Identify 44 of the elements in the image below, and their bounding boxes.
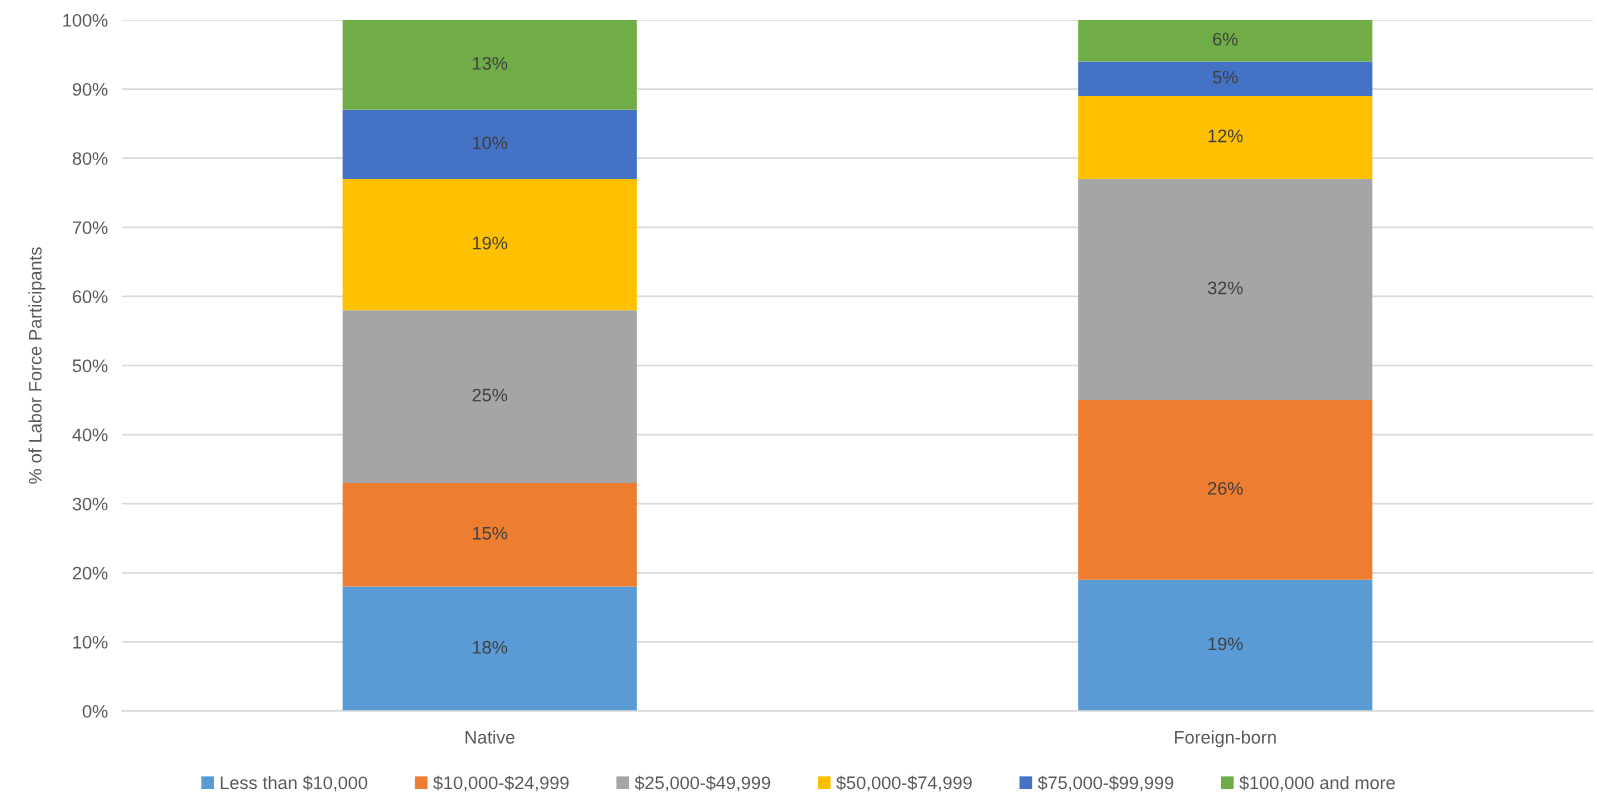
data-label: 10%	[473, 136, 508, 150]
bar	[1078, 178, 1373, 401]
legend-label: $10,000-$24,999	[433, 775, 569, 792]
data-label: 15%	[473, 526, 508, 540]
y-tick-label: 70%	[72, 221, 108, 235]
legend-label: $75,000-$99,999	[1037, 775, 1174, 792]
data-label: 6%	[1213, 32, 1238, 46]
y-tick-label: 30%	[72, 497, 108, 511]
y-tick-label: 0%	[82, 704, 108, 718]
bar	[1078, 61, 1373, 97]
y-tick-label: 90%	[72, 83, 108, 96]
data-label: 19%	[473, 236, 508, 250]
y-tick-label: 60%	[72, 290, 108, 304]
bar	[1078, 400, 1373, 580]
data-label: 5%	[1212, 70, 1238, 84]
bar	[1078, 579, 1373, 711]
bar	[342, 20, 637, 110]
data-label: 26%	[1208, 481, 1243, 495]
x-tick-label: Foreign-born	[1175, 730, 1276, 748]
data-label: 18%	[473, 640, 508, 654]
y-tick-label: 80%	[72, 152, 108, 165]
bar	[342, 482, 637, 587]
bar	[342, 109, 637, 179]
legend-label: Less than $10,000	[220, 775, 368, 792]
legend-label: $25,000-$49,999	[634, 775, 771, 792]
data-label: 32%	[1207, 281, 1243, 295]
bar	[1078, 20, 1373, 62]
y-tick-label: 100%	[63, 13, 108, 27]
legend-label: $50,000-$74,999	[836, 775, 972, 792]
bar	[342, 586, 637, 711]
x-tick-label: Native	[465, 730, 515, 744]
data-label: 25%	[472, 388, 508, 402]
legend-label: $100,000 and more	[1239, 775, 1395, 792]
data-label: 19%	[1208, 637, 1243, 651]
y-tick-label: 10%	[73, 635, 108, 649]
y-tick-label: 50%	[72, 359, 108, 373]
data-label: 13%	[473, 56, 508, 70]
bar	[1078, 96, 1373, 179]
bar	[342, 178, 637, 311]
bar	[342, 310, 637, 483]
y-axis-title: % of Labor Force Participants	[28, 247, 46, 484]
y-tick-label: 20%	[72, 566, 108, 580]
y-tick-label: 40%	[72, 428, 108, 442]
data-label: 12%	[1208, 129, 1243, 143]
